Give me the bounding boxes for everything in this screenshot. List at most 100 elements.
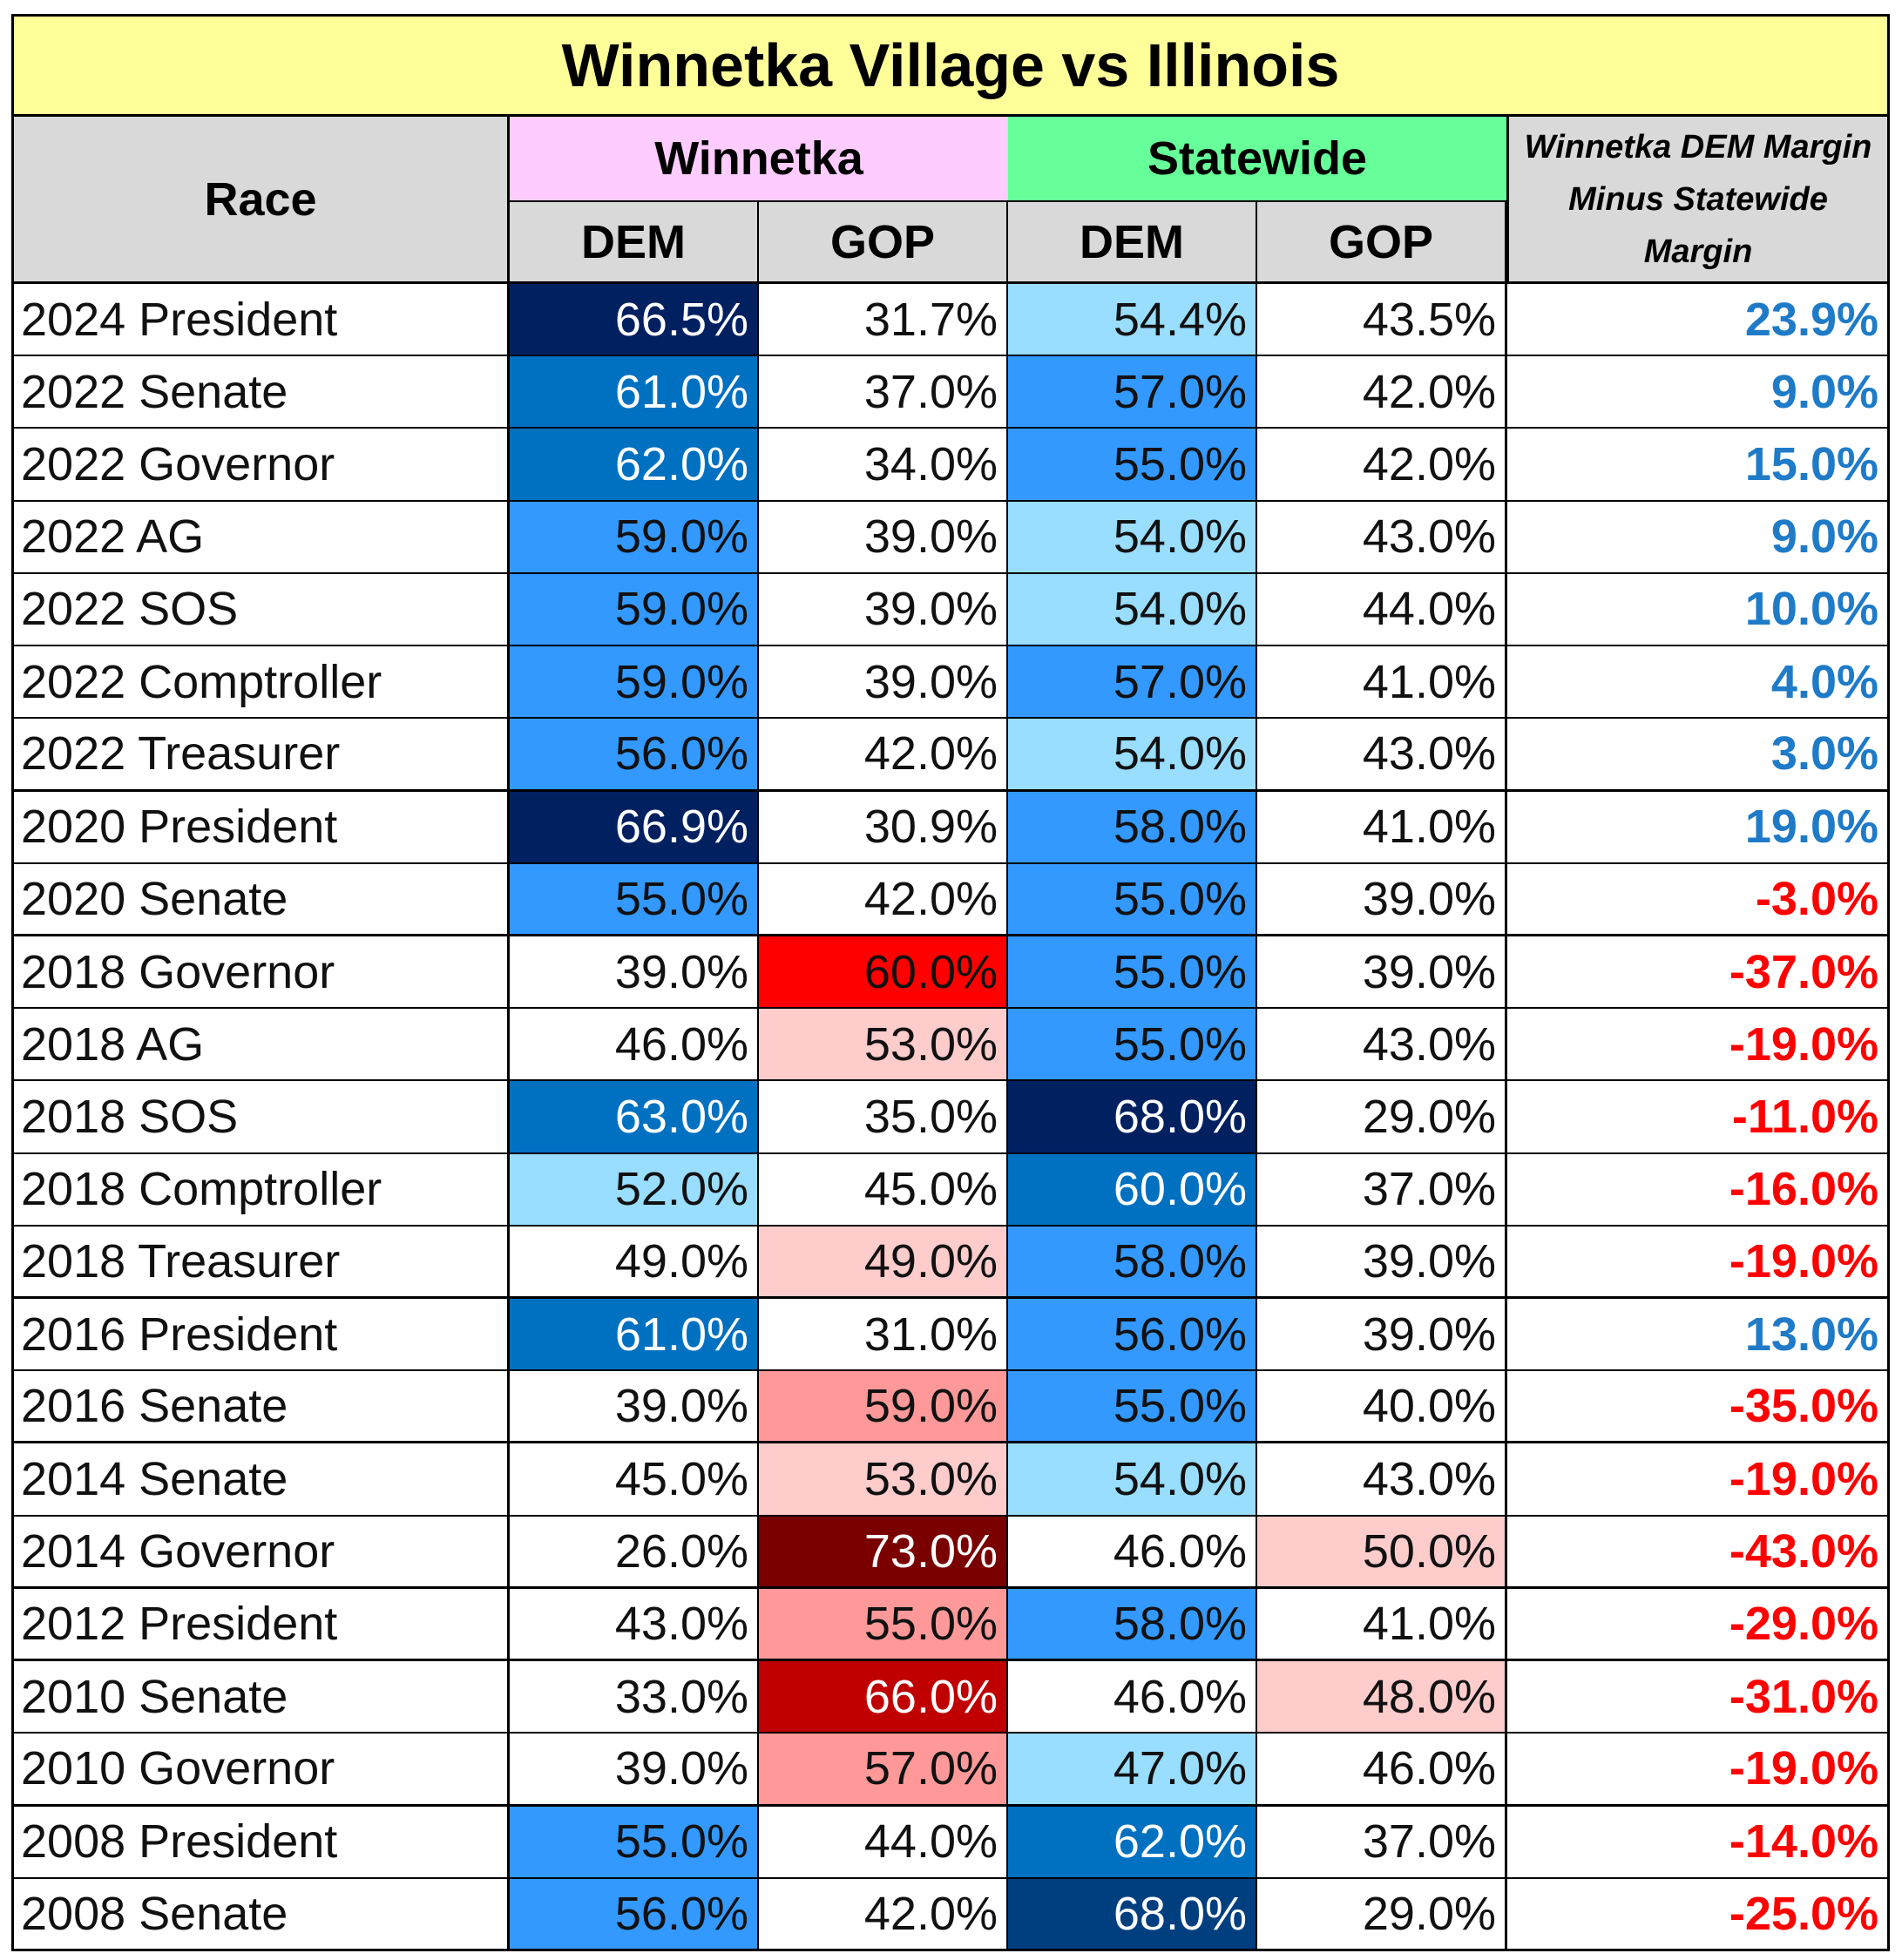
margin-header-line-3: Margin xyxy=(1643,233,1753,270)
winnetka-dem-cell: 39.0% xyxy=(510,1371,759,1444)
winnetka-gop-cell: 49.0% xyxy=(759,1226,1008,1300)
margin-diff-cell: -11.0% xyxy=(1506,1081,1890,1154)
race-name-cell: 2022 AG xyxy=(11,501,510,574)
statewide-dem-cell: 68.0% xyxy=(1008,1878,1257,1951)
statewide-dem-cell: 46.0% xyxy=(1008,1661,1257,1734)
winnetka-gop-cell: 42.0% xyxy=(759,863,1008,936)
winnetka-gop-header: GOP xyxy=(759,200,1008,284)
race-name-cell: 2016 President xyxy=(11,1299,510,1372)
race-name-cell: 2010 Senate xyxy=(11,1661,510,1734)
margin-diff-cell: 15.0% xyxy=(1506,429,1890,502)
statewide-dem-cell: 60.0% xyxy=(1008,1153,1257,1227)
winnetka-dem-cell: 59.0% xyxy=(510,646,759,720)
statewide-gop-cell: 43.5% xyxy=(1257,284,1506,357)
race-name-cell: 2014 Senate xyxy=(11,1443,510,1517)
margin-diff-cell: -19.0% xyxy=(1506,1009,1890,1082)
margin-diff-cell: 19.0% xyxy=(1506,791,1890,864)
margin-diff-cell: 3.0% xyxy=(1506,719,1890,792)
table-row: 2022 Governor 62.0% 34.0% 55.0% 42.0% 15.0% xyxy=(11,429,1890,502)
table-row: 2014 Governor 26.0% 73.0% 46.0% 50.0% -43.0% xyxy=(11,1516,1890,1589)
winnetka-gop-cell: 59.0% xyxy=(759,1371,1008,1444)
statewide-gop-cell: 40.0% xyxy=(1257,1371,1506,1444)
statewide-dem-cell: 58.0% xyxy=(1008,1588,1257,1662)
table-row: 2018 Governor 39.0% 60.0% 55.0% 39.0% -37.0% xyxy=(11,936,1890,1010)
winnetka-dem-cell: 55.0% xyxy=(510,1806,759,1879)
winnetka-dem-cell: 66.5% xyxy=(510,284,759,357)
statewide-gop-cell: 39.0% xyxy=(1257,1226,1506,1300)
winnetka-dem-cell: 63.0% xyxy=(510,1081,759,1154)
table-row: 2008 President 55.0% 44.0% 62.0% 37.0% -14.0% xyxy=(11,1806,1890,1879)
winnetka-dem-cell: 49.0% xyxy=(510,1226,759,1300)
winnetka-gop-cell: 73.0% xyxy=(759,1516,1008,1589)
results-table: Winnetka Village vs Illinois Race Winnet… xyxy=(11,14,1890,1951)
race-name-cell: 2018 Governor xyxy=(11,936,510,1010)
winnetka-dem-header: DEM xyxy=(510,200,759,284)
race-name-cell: 2016 Senate xyxy=(11,1371,510,1444)
table-row: 2022 SOS 59.0% 39.0% 54.0% 44.0% 10.0% xyxy=(11,573,1890,647)
table-body: 2024 President 66.5% 31.7% 54.4% 43.5% 23.9% 2… xyxy=(11,284,1890,1951)
winnetka-dem-cell: 39.0% xyxy=(510,1734,759,1807)
statewide-dem-cell: 54.0% xyxy=(1008,573,1257,647)
margin-diff-cell: -19.0% xyxy=(1506,1226,1890,1300)
table-row: 2014 Senate 45.0% 53.0% 54.0% 43.0% -19.0% xyxy=(11,1443,1890,1517)
winnetka-gop-cell: 31.0% xyxy=(759,1299,1008,1372)
winnetka-gop-cell: 42.0% xyxy=(759,1878,1008,1951)
winnetka-dem-cell: 52.0% xyxy=(510,1153,759,1227)
statewide-gop-header: GOP xyxy=(1257,200,1506,284)
race-name-cell: 2022 Governor xyxy=(11,429,510,502)
statewide-gop-cell: 43.0% xyxy=(1257,1009,1506,1082)
statewide-gop-cell: 46.0% xyxy=(1257,1734,1506,1807)
statewide-dem-cell: 58.0% xyxy=(1008,1226,1257,1300)
winnetka-dem-cell: 26.0% xyxy=(510,1516,759,1589)
table-row: 2010 Governor 39.0% 57.0% 47.0% 46.0% -19.0% xyxy=(11,1734,1890,1807)
table-row: 2016 President 61.0% 31.0% 56.0% 39.0% 13.0% xyxy=(11,1299,1890,1372)
margin-diff-cell: -19.0% xyxy=(1506,1734,1890,1807)
winnetka-dem-cell: 43.0% xyxy=(510,1588,759,1662)
statewide-dem-cell: 57.0% xyxy=(1008,646,1257,720)
table-row: 2020 President 66.9% 30.9% 58.0% 41.0% 19.0% xyxy=(11,791,1890,864)
winnetka-gop-cell: 39.0% xyxy=(759,573,1008,647)
winnetka-gop-cell: 45.0% xyxy=(759,1153,1008,1227)
winnetka-gop-cell: 31.7% xyxy=(759,284,1008,357)
margin-diff-cell: -3.0% xyxy=(1506,863,1890,936)
statewide-dem-cell: 55.0% xyxy=(1008,1009,1257,1082)
table-row: 2022 AG 59.0% 39.0% 54.0% 43.0% 9.0% xyxy=(11,501,1890,574)
statewide-dem-cell: 56.0% xyxy=(1008,1299,1257,1372)
winnetka-gop-cell: 53.0% xyxy=(759,1443,1008,1517)
margin-diff-cell: 9.0% xyxy=(1506,501,1890,574)
margin-diff-cell: -25.0% xyxy=(1506,1878,1890,1951)
margin-header-line-2: Minus Statewide xyxy=(1568,180,1828,218)
winnetka-gop-cell: 30.9% xyxy=(759,791,1008,864)
statewide-dem-cell: 62.0% xyxy=(1008,1806,1257,1879)
race-name-cell: 2018 SOS xyxy=(11,1081,510,1154)
statewide-gop-cell: 43.0% xyxy=(1257,719,1506,792)
margin-diff-cell: 10.0% xyxy=(1506,573,1890,647)
table-row: 2018 Comptroller 52.0% 45.0% 60.0% 37.0% -16.… xyxy=(11,1153,1890,1227)
winnetka-gop-cell: 60.0% xyxy=(759,936,1008,1010)
margin-diff-cell: 4.0% xyxy=(1506,646,1890,720)
winnetka-gop-cell: 34.0% xyxy=(759,429,1008,502)
statewide-gop-cell: 42.0% xyxy=(1257,356,1506,429)
statewide-dem-cell: 55.0% xyxy=(1008,1371,1257,1444)
winnetka-dem-cell: 45.0% xyxy=(510,1443,759,1517)
winnetka-group-header: Winnetka xyxy=(510,117,1008,200)
statewide-dem-cell: 47.0% xyxy=(1008,1734,1257,1807)
table-title: Winnetka Village vs Illinois xyxy=(11,14,1890,117)
race-name-cell: 2022 Treasurer xyxy=(11,719,510,792)
winnetka-dem-cell: 55.0% xyxy=(510,863,759,936)
race-name-cell: 2020 President xyxy=(11,791,510,864)
race-name-cell: 2014 Governor xyxy=(11,1516,510,1589)
winnetka-dem-cell: 56.0% xyxy=(510,719,759,792)
table-row: 2022 Senate 61.0% 37.0% 57.0% 42.0% 9.0% xyxy=(11,356,1890,429)
statewide-dem-header: DEM xyxy=(1008,200,1257,284)
statewide-gop-cell: 43.0% xyxy=(1257,501,1506,574)
margin-diff-cell: 9.0% xyxy=(1506,356,1890,429)
winnetka-gop-cell: 66.0% xyxy=(759,1661,1008,1734)
table-row: 2020 Senate 55.0% 42.0% 55.0% 39.0% -3.0% xyxy=(11,863,1890,936)
table-row: 2022 Treasurer 56.0% 42.0% 54.0% 43.0% 3.0% xyxy=(11,719,1890,792)
winnetka-dem-cell: 33.0% xyxy=(510,1661,759,1734)
table-row: 2012 President 43.0% 55.0% 58.0% 41.0% -29.0% xyxy=(11,1588,1890,1662)
statewide-dem-cell: 58.0% xyxy=(1008,791,1257,864)
winnetka-gop-cell: 39.0% xyxy=(759,501,1008,574)
winnetka-dem-cell: 62.0% xyxy=(510,429,759,502)
